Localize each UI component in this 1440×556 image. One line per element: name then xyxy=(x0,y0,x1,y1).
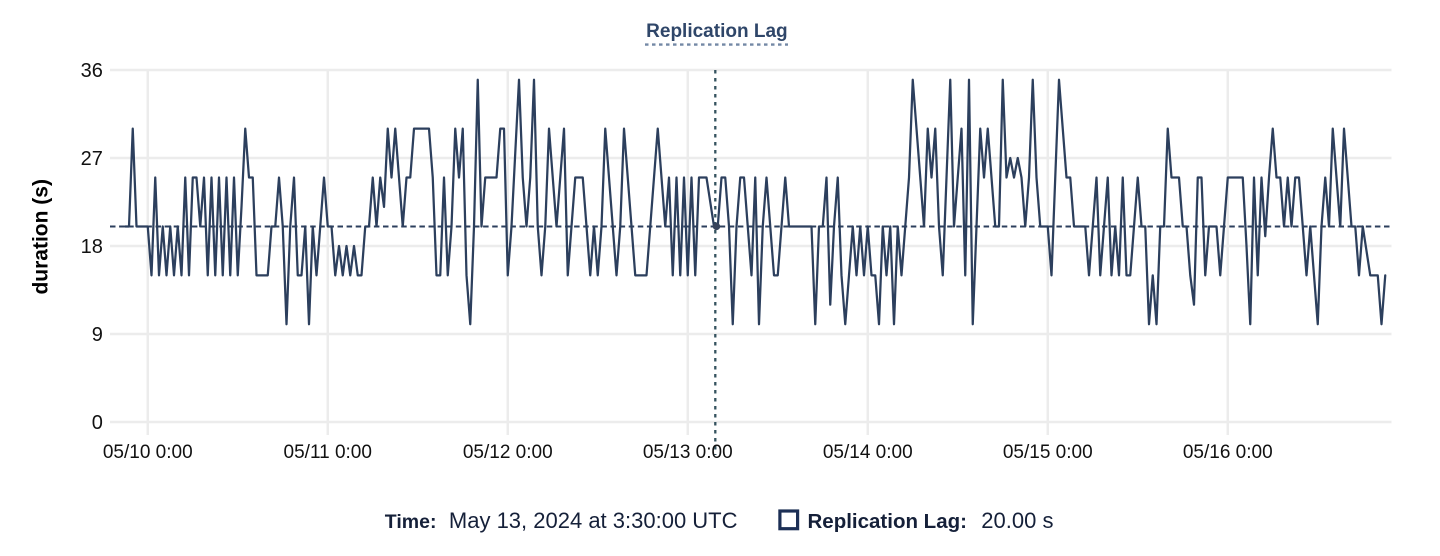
svg-text:Replication Lag:: Replication Lag: xyxy=(808,510,967,533)
svg-text:05/16 0:00: 05/16 0:00 xyxy=(1183,442,1273,463)
svg-text:0: 0 xyxy=(92,412,103,434)
svg-text:05/10 0:00: 05/10 0:00 xyxy=(103,442,193,463)
svg-text:27: 27 xyxy=(81,148,103,170)
svg-text:05/15 0:00: 05/15 0:00 xyxy=(1003,442,1093,463)
svg-text:Time:: Time: xyxy=(385,511,437,533)
svg-text:20.00 s: 20.00 s xyxy=(981,508,1053,533)
svg-text:05/13 0:00: 05/13 0:00 xyxy=(643,442,733,463)
svg-text:18: 18 xyxy=(81,236,103,258)
svg-text:duration (s): duration (s) xyxy=(30,179,53,294)
svg-text:9: 9 xyxy=(92,324,103,346)
svg-text:05/11 0:00: 05/11 0:00 xyxy=(284,442,372,463)
svg-text:36: 36 xyxy=(81,60,103,82)
svg-text:05/12 0:00: 05/12 0:00 xyxy=(463,442,553,463)
svg-text:05/14 0:00: 05/14 0:00 xyxy=(823,442,913,463)
svg-text:May 13, 2024 at 3:30:00 UTC: May 13, 2024 at 3:30:00 UTC xyxy=(449,508,738,533)
svg-text:Replication Lag: Replication Lag xyxy=(646,21,787,42)
